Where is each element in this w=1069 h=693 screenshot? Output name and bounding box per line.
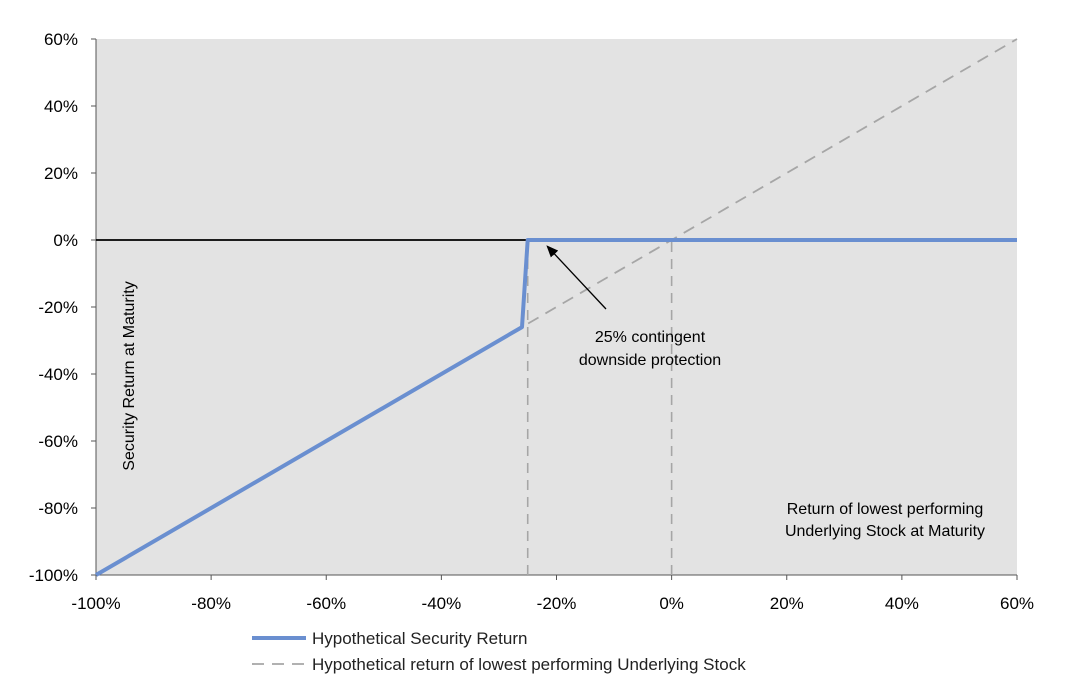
x-tick-label: -20% [537,594,577,613]
y-tick-label: -100% [29,566,78,585]
y-tick-label: 40% [44,97,78,116]
y-tick-label: 60% [44,30,78,49]
y-tick-label: -40% [38,365,78,384]
x-tick-label: -60% [306,594,346,613]
annotation-text-line: 25% contingent [595,329,706,346]
legend-label: Hypothetical Security Return [312,629,527,648]
y-tick-label: 0% [53,231,78,250]
x-axis-title-line: Underlying Stock at Maturity [785,523,985,540]
x-tick-label: 20% [770,594,804,613]
y-axis-title: Security Return at Maturity [121,281,138,470]
x-axis-title-line: Return of lowest performing [787,501,984,518]
x-tick-label: -80% [191,594,231,613]
y-tick-label: -60% [38,432,78,451]
x-tick-label: -100% [71,594,120,613]
x-tick-label: -40% [422,594,462,613]
y-tick-label: 20% [44,164,78,183]
security-return-line [94,238,1017,577]
annotation-arrow [546,245,607,310]
y-tick-label: -80% [38,499,78,518]
legend-label: Hypothetical return of lowest performing… [312,655,746,674]
underlying-return-line [95,38,1018,576]
x-tick-label: 40% [885,594,919,613]
x-tick-label: 0% [659,594,684,613]
y-tick-label: -20% [38,298,78,317]
x-tick-label: 60% [1000,594,1034,613]
annotation-text-line: downside protection [579,352,721,369]
